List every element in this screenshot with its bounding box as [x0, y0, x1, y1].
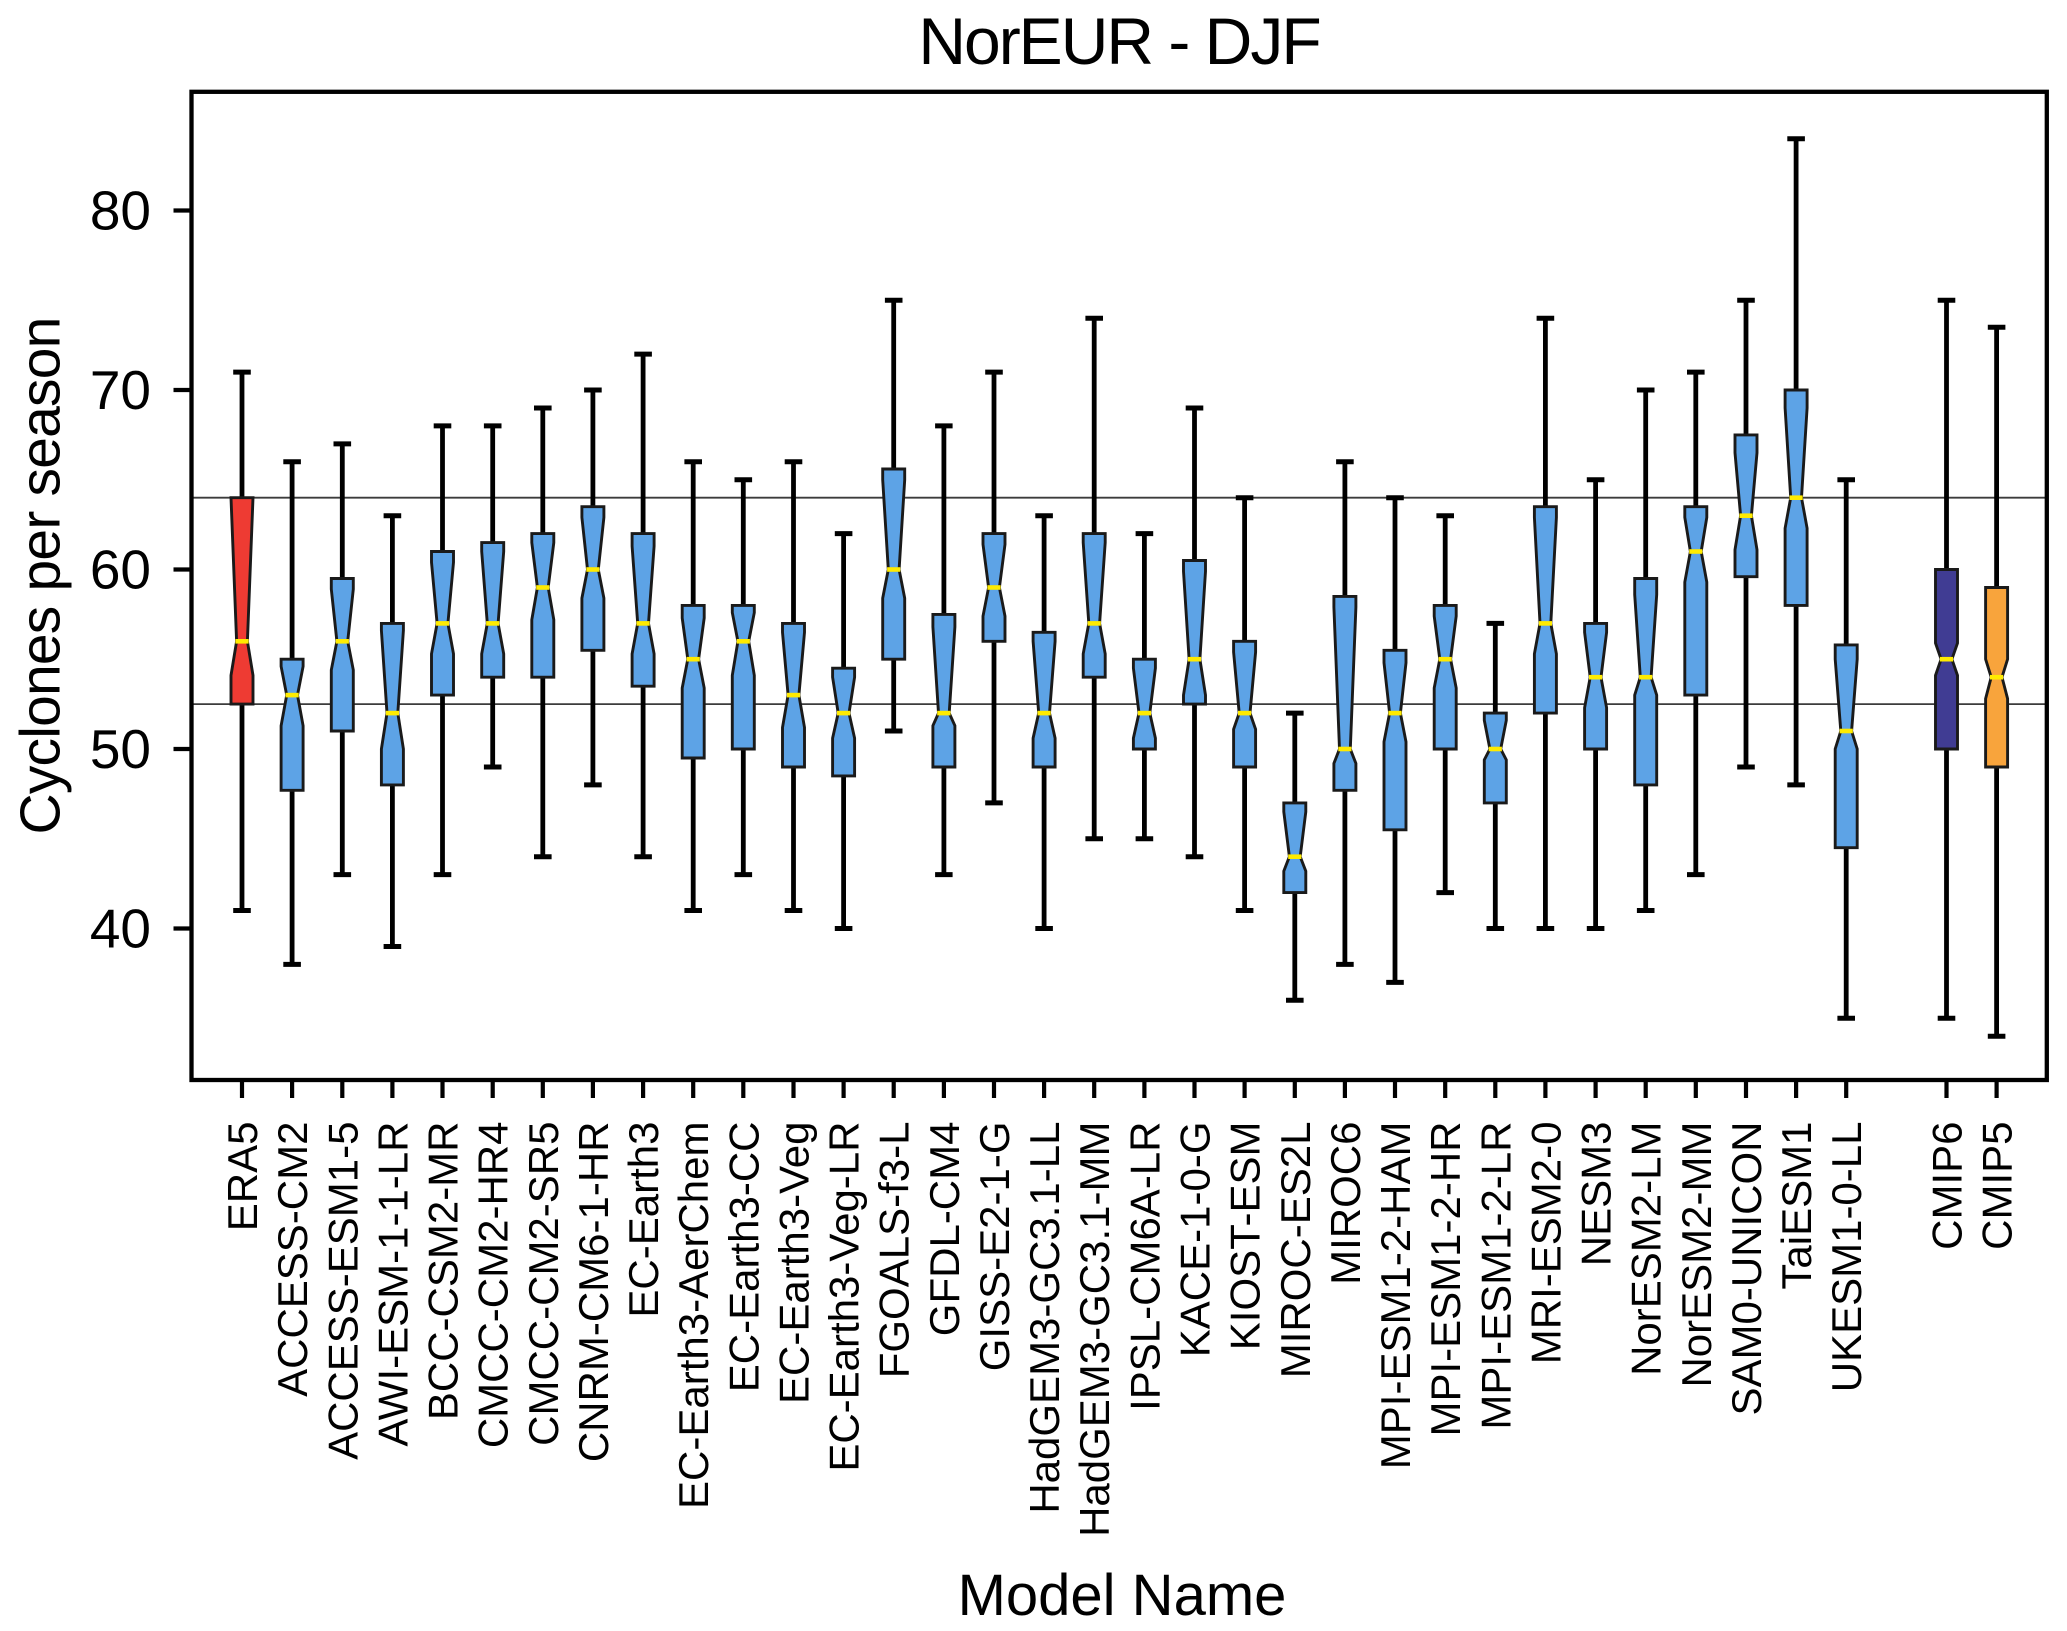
- svg-text:IPSL-CM6A-LR: IPSL-CM6A-LR: [1121, 1122, 1168, 1411]
- svg-text:BCC-CSM2-MR: BCC-CSM2-MR: [420, 1122, 467, 1421]
- svg-text:CMIP5: CMIP5: [1974, 1122, 2021, 1250]
- svg-text:TaiESM1: TaiESM1: [1773, 1122, 1820, 1290]
- svg-text:CMCC-CM2-SR5: CMCC-CM2-SR5: [520, 1122, 567, 1446]
- svg-text:EC-Earth3-Veg: EC-Earth3-Veg: [771, 1122, 818, 1404]
- svg-text:NorEUR - DJF: NorEUR - DJF: [918, 4, 1319, 78]
- svg-text:CMCC-CM2-HR4: CMCC-CM2-HR4: [470, 1122, 517, 1449]
- svg-text:ACCESS-ESM1-5: ACCESS-ESM1-5: [319, 1122, 366, 1460]
- svg-text:NESM3: NESM3: [1573, 1122, 1620, 1267]
- svg-text:ACCESS-CM2: ACCESS-CM2: [269, 1122, 316, 1397]
- svg-text:GISS-E2-1-G: GISS-E2-1-G: [971, 1122, 1018, 1372]
- svg-text:HadGEM3-GC3.1-LL: HadGEM3-GC3.1-LL: [1021, 1122, 1068, 1514]
- svg-text:NorESM2-MM: NorESM2-MM: [1673, 1122, 1720, 1388]
- svg-text:MIROC-ES2L: MIROC-ES2L: [1272, 1122, 1319, 1379]
- svg-text:SAM0-UNICON: SAM0-UNICON: [1723, 1122, 1770, 1416]
- svg-text:EC-Earth3-AerChem: EC-Earth3-AerChem: [670, 1122, 717, 1509]
- svg-text:40: 40: [90, 898, 151, 960]
- svg-text:ERA5: ERA5: [219, 1122, 266, 1232]
- svg-text:UKESM1-0-LL: UKESM1-0-LL: [1823, 1122, 1870, 1393]
- svg-text:NorESM2-LM: NorESM2-LM: [1623, 1122, 1670, 1376]
- svg-text:50: 50: [90, 718, 151, 780]
- svg-text:HadGEM3-GC3.1-MM: HadGEM3-GC3.1-MM: [1071, 1122, 1118, 1537]
- svg-text:CNRM-CM6-1-HR: CNRM-CM6-1-HR: [570, 1122, 617, 1463]
- svg-text:Cyclones per season: Cyclones per season: [9, 317, 73, 834]
- svg-text:EC-Earth3-Veg-LR: EC-Earth3-Veg-LR: [821, 1122, 868, 1472]
- svg-text:MPI-ESM1-2-LR: MPI-ESM1-2-LR: [1472, 1122, 1519, 1430]
- svg-text:KACE-1-0-G: KACE-1-0-G: [1172, 1122, 1219, 1358]
- svg-text:KIOST-ESM: KIOST-ESM: [1222, 1122, 1269, 1351]
- svg-text:EC-Earth3-CC: EC-Earth3-CC: [720, 1122, 767, 1393]
- svg-text:CMIP6: CMIP6: [1924, 1122, 1971, 1250]
- svg-text:80: 80: [90, 180, 151, 242]
- svg-text:MPI-ESM1-2-HAM: MPI-ESM1-2-HAM: [1372, 1122, 1419, 1470]
- svg-text:GFDL-CM4: GFDL-CM4: [921, 1122, 968, 1337]
- svg-text:MPI-ESM1-2-HR: MPI-ESM1-2-HR: [1422, 1122, 1469, 1437]
- svg-text:60: 60: [90, 539, 151, 601]
- svg-text:AWI-ESM-1-1-LR: AWI-ESM-1-1-LR: [369, 1122, 416, 1447]
- svg-text:70: 70: [90, 359, 151, 421]
- svg-text:Model Name: Model Name: [958, 1563, 1287, 1628]
- svg-text:MIROC6: MIROC6: [1322, 1122, 1369, 1285]
- svg-text:MRI-ESM2-0: MRI-ESM2-0: [1522, 1122, 1569, 1365]
- svg-text:EC-Earth3: EC-Earth3: [620, 1122, 667, 1318]
- svg-text:FGOALS-f3-L: FGOALS-f3-L: [871, 1122, 918, 1379]
